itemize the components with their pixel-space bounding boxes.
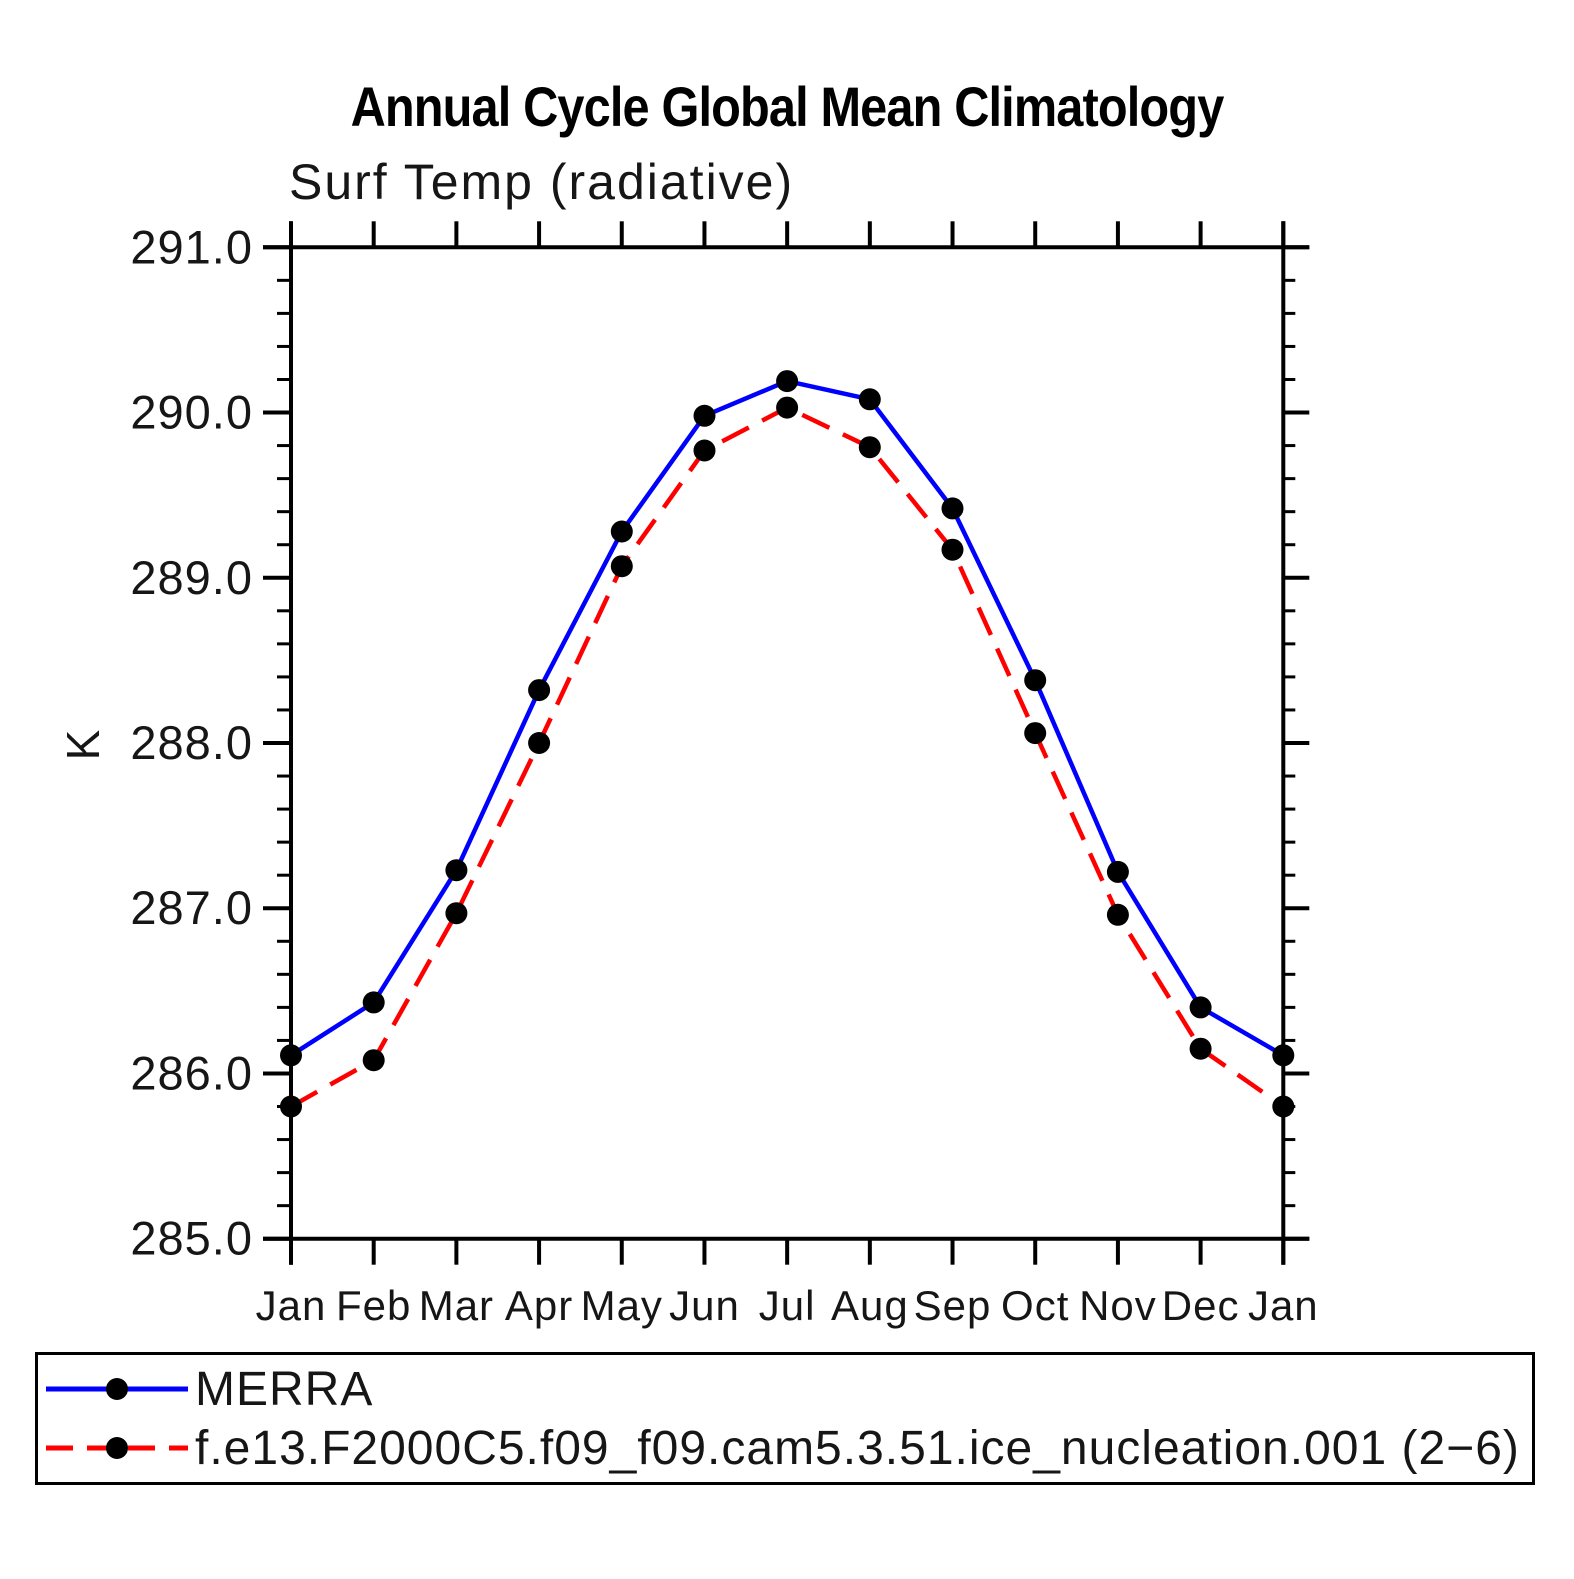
x-tick-label: Jan [256,1282,327,1329]
model-marker [528,732,551,754]
merra-line [289,378,1285,1058]
legend-model-marker [106,1437,128,1459]
model-marker [610,555,633,578]
merra-marker [776,370,799,393]
merra-marker [1272,1044,1295,1067]
model-marker [1024,722,1047,745]
model-marker [1106,903,1129,926]
x-tick-label: Oct [1001,1282,1069,1329]
x-tick-label: Sep [914,1282,992,1329]
y-tick-label: 289.0 [130,551,253,604]
merra-marker [858,388,881,411]
merra-marker [528,679,551,702]
model-marker [1272,1095,1295,1118]
model-marker [1189,1037,1212,1060]
model-marker [941,538,964,561]
model-marker [445,902,468,925]
legend-row-model: f.e13.F2000C5.f09_f09.cam5.3.51.ice_nucl… [41,1422,1520,1475]
legend-merra-marker [106,1378,128,1400]
merra-marker [941,497,964,520]
legend-sample-merra [46,1378,188,1400]
legend-label-model: f.e13.F2000C5.f09_f09.cam5.3.51.ice_nucl… [195,1421,1520,1475]
y-tick-label: 285.0 [130,1212,253,1265]
merra-marker [693,404,716,427]
y-tick-label: 286.0 [130,1046,253,1099]
x-tick-label: Feb [336,1282,411,1329]
model-marker [280,1095,302,1118]
x-tick-label: Jun [669,1282,740,1329]
merra-marker [362,991,385,1014]
y-axis-title: K [57,729,109,761]
merra-marker [280,1044,302,1067]
legend-box: MERRA f.e13.F2000C5.f09_f09.cam5.3.51.ic… [35,1352,1535,1485]
x-tick-label: Nov [1079,1282,1157,1329]
x-tick-label: Mar [419,1282,494,1329]
merra-marker [1189,996,1212,1019]
merra-marker [610,520,633,543]
y-tick-label: 288.0 [130,716,253,769]
model-marker [362,1049,385,1072]
merra-marker [1024,669,1047,692]
legend-sample-model [46,1437,188,1459]
merra-marker [1106,860,1129,883]
merra-marker [445,859,468,882]
x-tick-label: Aug [831,1282,909,1329]
y-tick-label: 290.0 [130,386,253,439]
model-marker [776,396,799,419]
chart-title: Annual Cycle Global Mean Climatology [350,75,1225,138]
x-tick-label: Jul [759,1282,816,1329]
model-marker [858,436,881,459]
model-line [289,405,1285,1109]
x-tick-label: Jan [1248,1282,1319,1329]
model-marker [693,439,716,462]
x-tick-label: May [581,1282,663,1329]
legend-label-merra: MERRA [195,1362,374,1416]
x-tick-label: Dec [1162,1282,1240,1329]
chart-subtitle: Surf Temp (radiative) [289,154,795,210]
legend-row-merra: MERRA [41,1363,373,1416]
y-tick-label: 287.0 [130,881,253,934]
y-tick-label: 291.0 [130,220,253,273]
x-tick-label: Apr [505,1282,573,1329]
